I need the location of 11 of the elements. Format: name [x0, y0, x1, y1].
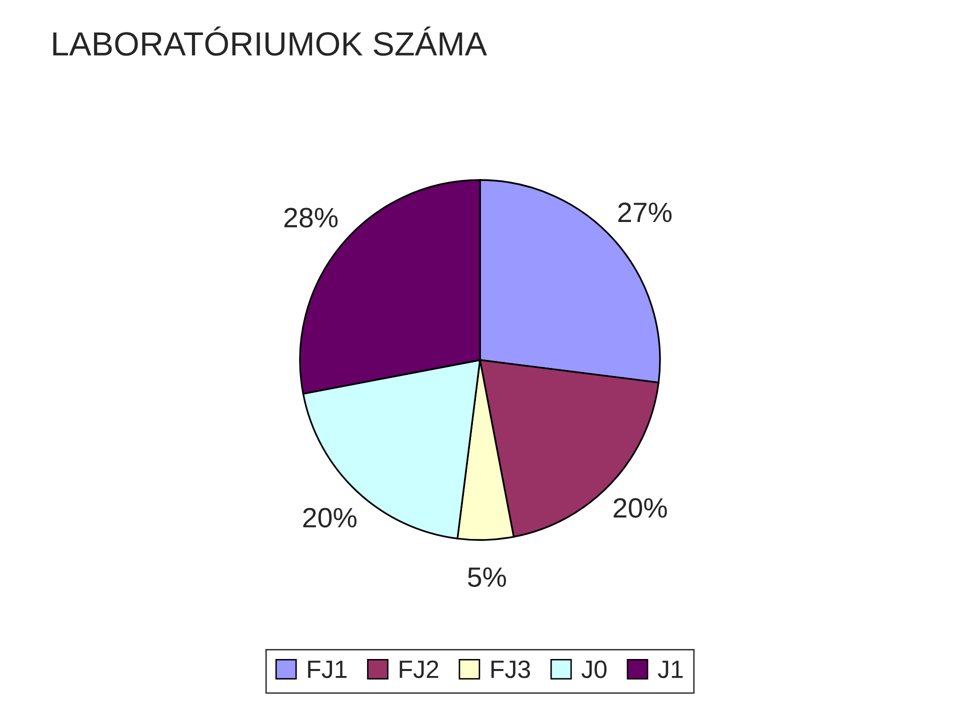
data-label: 20%: [303, 508, 356, 528]
legend-label: J1: [658, 660, 683, 678]
legend-label: FJ2: [400, 660, 438, 678]
data-label: 5%: [468, 567, 506, 587]
chart-title: LABORATÓRIUMOK SZÁMA: [53, 26, 487, 56]
legend-label: J0: [581, 660, 607, 678]
legend-label: FJ3: [491, 660, 530, 678]
legend-label: FJ1: [308, 660, 347, 678]
data-label: 28%: [284, 208, 338, 228]
data-label: 20%: [614, 498, 667, 518]
data-label: 27%: [618, 202, 672, 222]
